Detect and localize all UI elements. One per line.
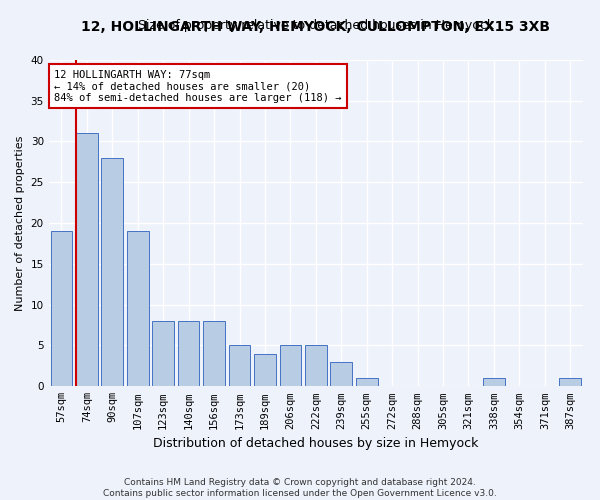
Bar (127, 231, 149, 386)
Text: 12 HOLLINGARTH WAY: 77sqm
← 14% of detached houses are smaller (20)
84% of semi-: 12 HOLLINGARTH WAY: 77sqm ← 14% of detac… (54, 70, 341, 103)
Bar (356, 378, 377, 386)
X-axis label: Distribution of detached houses by size in Hemyock: Distribution of detached houses by size … (153, 437, 479, 450)
Bar (254, 354, 276, 386)
Bar (152, 321, 174, 386)
Bar (50, 231, 72, 386)
Text: Contains HM Land Registry data © Crown copyright and database right 2024.
Contai: Contains HM Land Registry data © Crown c… (103, 478, 497, 498)
Bar (305, 346, 326, 387)
Bar (331, 362, 352, 386)
Bar (203, 321, 225, 386)
Bar (559, 378, 581, 386)
Text: 12, HOLLINGARTH WAY, HEMYOCK, CULLOMPTON, EX15 3XB: 12, HOLLINGARTH WAY, HEMYOCK, CULLOMPTON… (82, 20, 550, 34)
Bar (101, 158, 123, 386)
Bar (280, 346, 301, 387)
Title: Size of property relative to detached houses in Hemyock: Size of property relative to detached ho… (138, 19, 494, 32)
Bar (229, 346, 250, 387)
Bar (483, 378, 505, 386)
Bar (76, 134, 98, 386)
Y-axis label: Number of detached properties: Number of detached properties (15, 136, 25, 310)
Bar (178, 321, 199, 386)
